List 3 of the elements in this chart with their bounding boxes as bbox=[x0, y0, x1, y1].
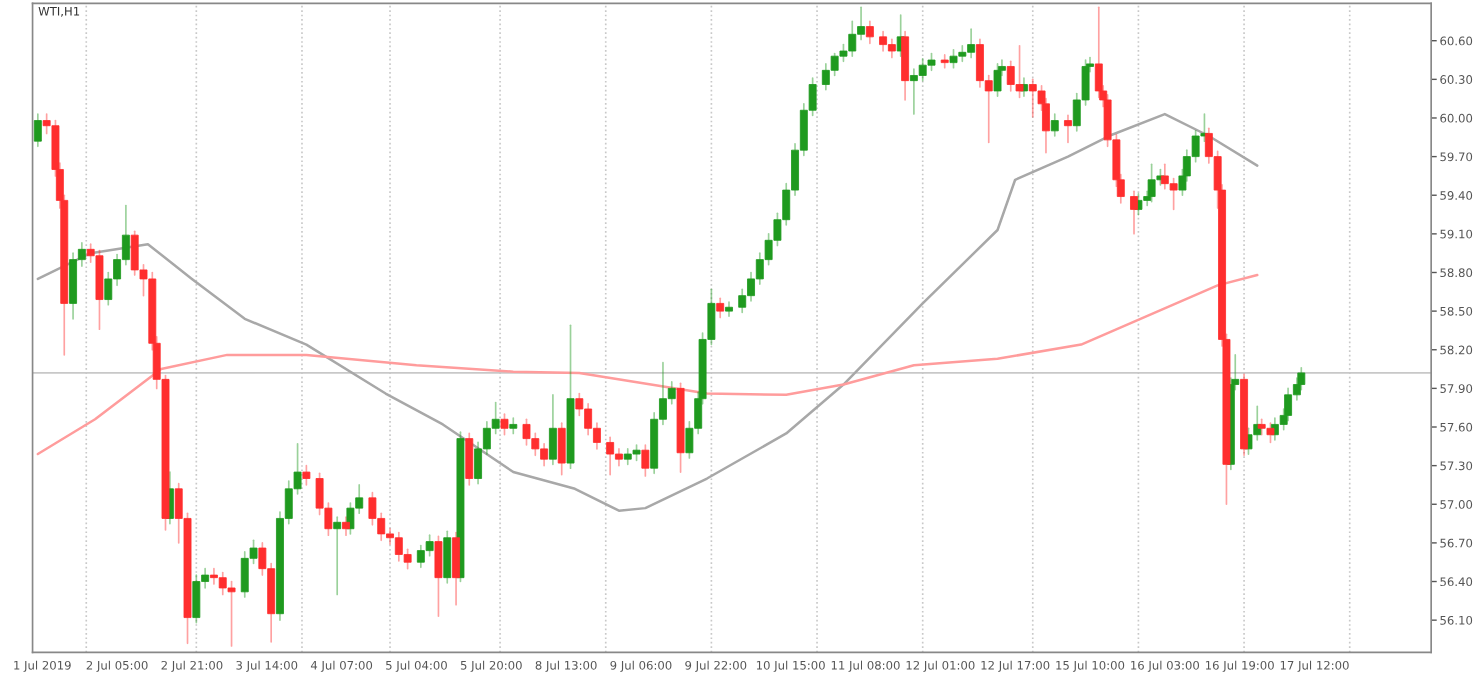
line-series bbox=[36, 273, 1259, 456]
candlestick bbox=[725, 301, 733, 318]
candlestick bbox=[940, 54, 949, 69]
